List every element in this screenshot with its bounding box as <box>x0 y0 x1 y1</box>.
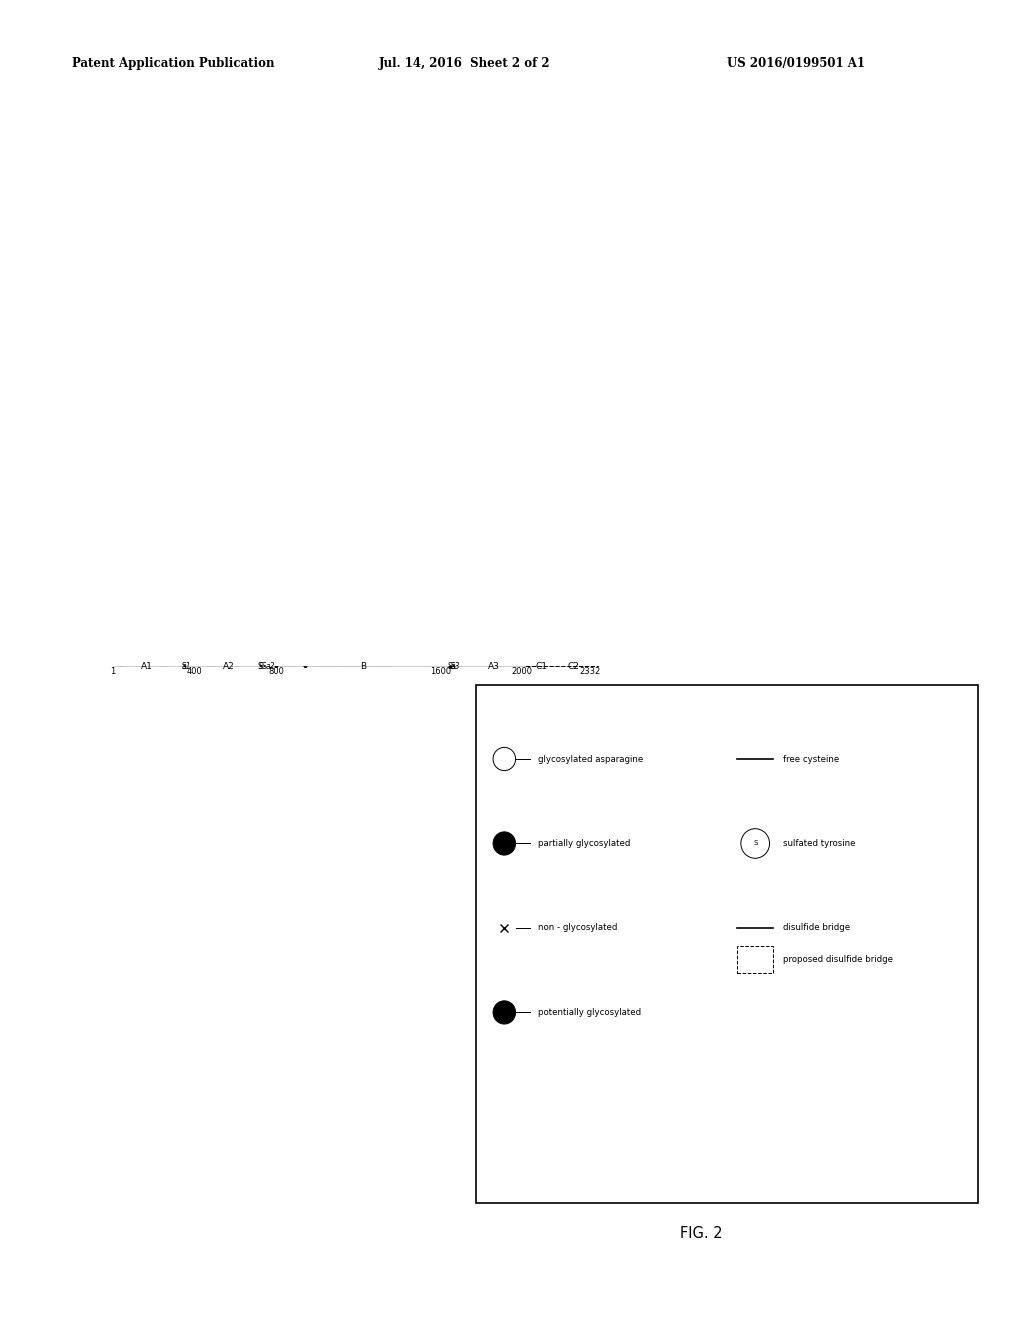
Text: partially glycosylated: partially glycosylated <box>538 840 630 847</box>
Text: 1: 1 <box>111 667 116 676</box>
Text: Patent Application Publication: Patent Application Publication <box>72 57 274 70</box>
Text: a1: a1 <box>181 663 191 671</box>
Text: potentially glycosylated: potentially glycosylated <box>538 1008 641 1016</box>
Text: S: S <box>262 661 266 671</box>
Text: US 2016/0199501 A1: US 2016/0199501 A1 <box>727 57 865 70</box>
Circle shape <box>494 1001 516 1024</box>
Text: non - glycosylated: non - glycosylated <box>538 924 617 932</box>
Text: a3: a3 <box>451 663 460 671</box>
Text: sulfated tyrosine: sulfated tyrosine <box>783 840 856 847</box>
Text: proposed disulfide bridge: proposed disulfide bridge <box>783 956 893 964</box>
Text: S: S <box>753 841 758 846</box>
Text: free cysteine: free cysteine <box>783 755 840 763</box>
Text: FIG. 2: FIG. 2 <box>680 1226 723 1241</box>
Text: glycosylated asparagine: glycosylated asparagine <box>538 755 643 763</box>
Text: Jul. 14, 2016  Sheet 2 of 2: Jul. 14, 2016 Sheet 2 of 2 <box>379 57 551 70</box>
Text: A2: A2 <box>222 663 234 671</box>
Text: 400: 400 <box>186 667 203 676</box>
Text: A3: A3 <box>487 663 500 671</box>
Bar <box>737 946 773 973</box>
Circle shape <box>494 832 516 855</box>
Text: C1: C1 <box>536 663 548 671</box>
Text: S: S <box>258 661 263 671</box>
Text: S: S <box>181 661 186 671</box>
Text: B: B <box>360 663 367 671</box>
Text: 2332: 2332 <box>580 667 601 676</box>
Text: disulfide bridge: disulfide bridge <box>783 924 851 932</box>
Text: S: S <box>257 661 262 671</box>
Text: 2000: 2000 <box>512 667 532 676</box>
Text: S: S <box>447 661 453 671</box>
Text: S: S <box>451 661 455 671</box>
Circle shape <box>494 747 516 771</box>
Text: 800: 800 <box>268 667 285 676</box>
Text: A1: A1 <box>140 663 153 671</box>
Text: 1600: 1600 <box>430 667 451 676</box>
Text: a2: a2 <box>265 663 275 671</box>
Circle shape <box>741 829 770 858</box>
Text: C2: C2 <box>568 663 580 671</box>
